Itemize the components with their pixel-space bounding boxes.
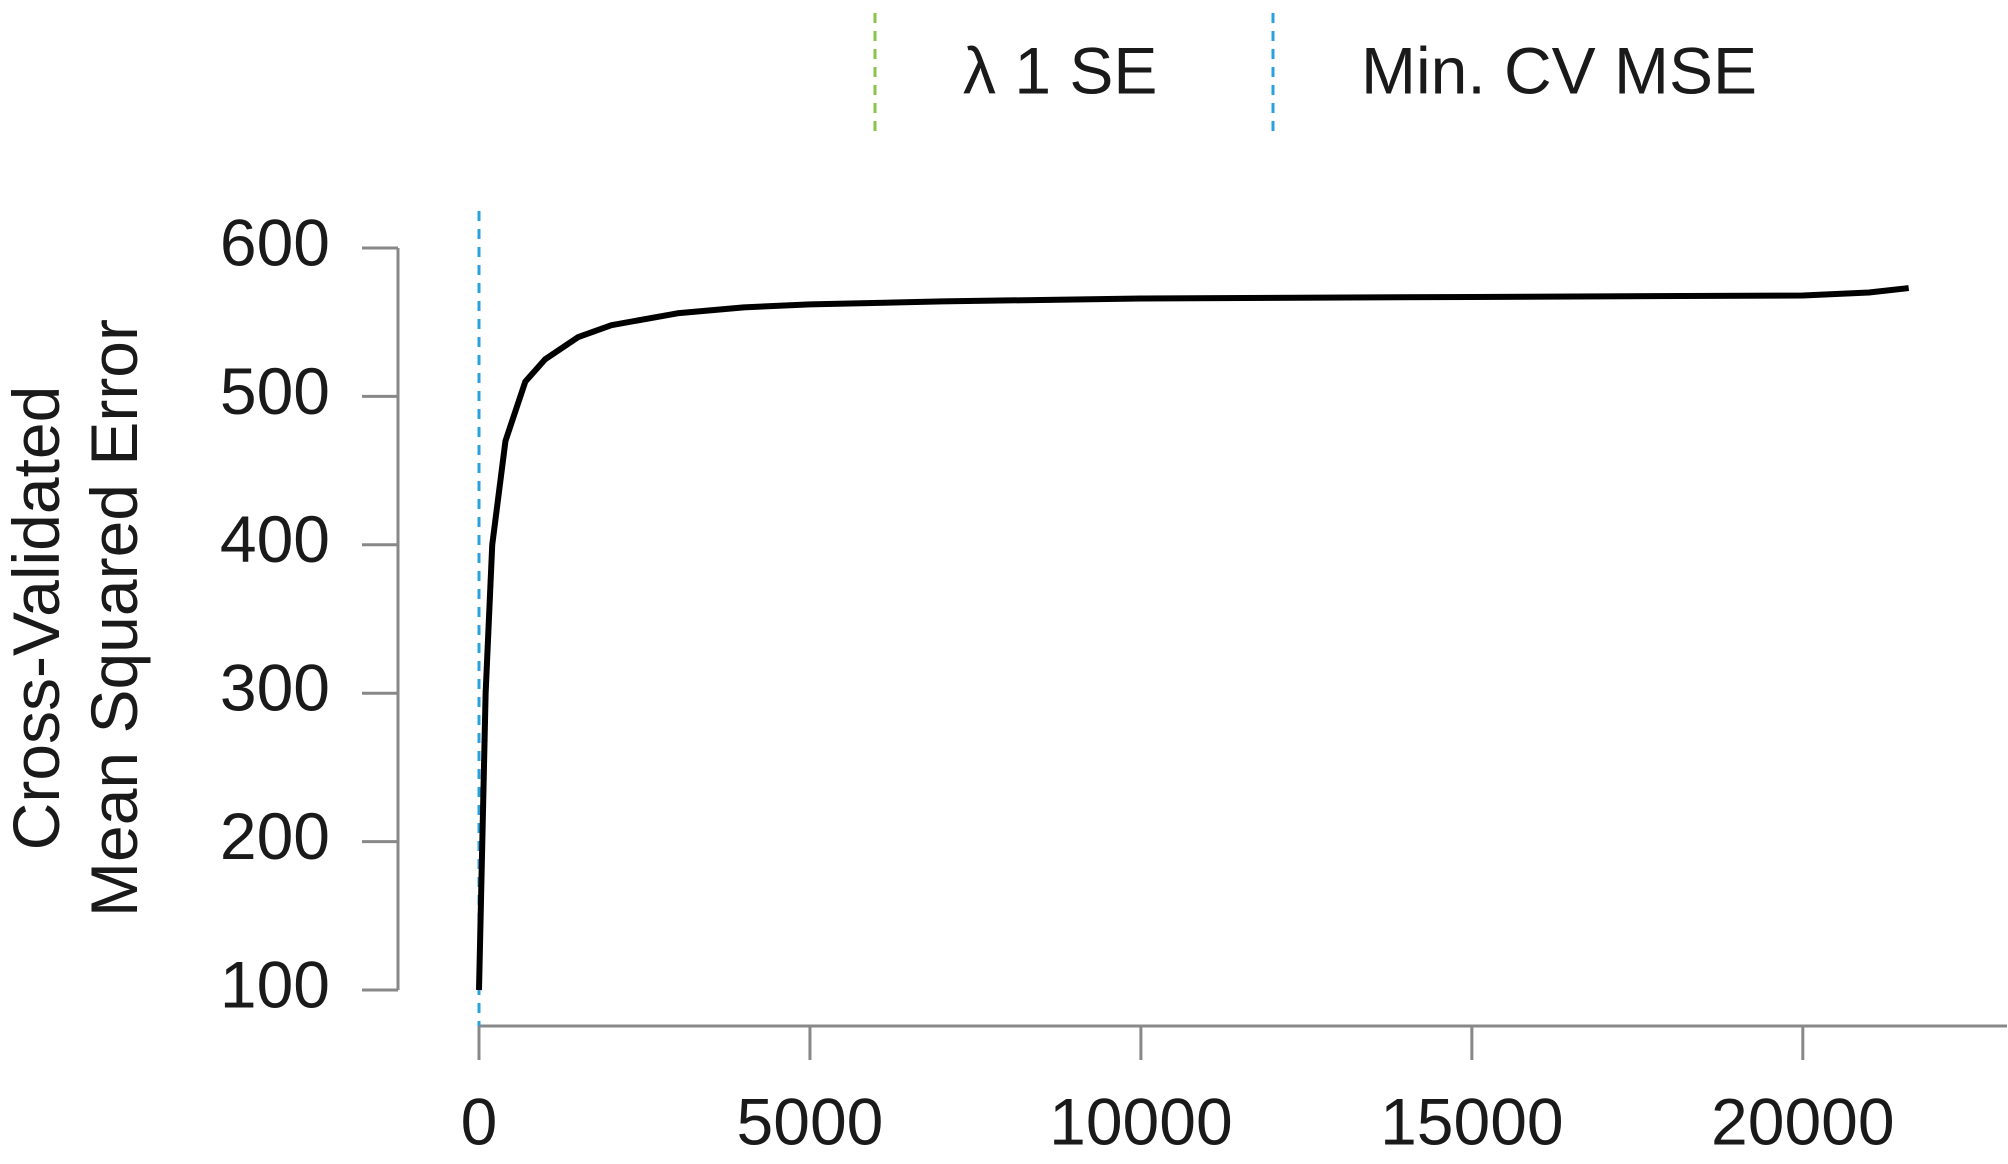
legend-label: Min. CV MSE <box>1361 33 1757 107</box>
y-axis-label: Cross-ValidatedMean Squared Error <box>0 319 151 917</box>
x-tick-label: 10000 <box>1049 1084 1233 1158</box>
x-tick-label: 0 <box>461 1084 498 1158</box>
y-tick-label: 500 <box>220 354 330 428</box>
y-axis-label-line: Mean Squared Error <box>77 319 151 917</box>
y-tick-label: 300 <box>220 651 330 725</box>
data-line <box>476 285 1910 991</box>
x-tick-label: 15000 <box>1380 1084 1564 1158</box>
y-axis-label-line: Cross-Validated <box>0 386 73 851</box>
y-tick-label: 600 <box>220 205 330 279</box>
y-tick-label: 400 <box>220 502 330 576</box>
y-tick-label: 100 <box>220 947 330 1021</box>
y-tick-label: 200 <box>220 799 330 873</box>
legend-label: λ 1 SE <box>963 33 1157 107</box>
x-tick-label: 20000 <box>1711 1084 1895 1158</box>
x-tick-label: 5000 <box>737 1084 884 1158</box>
